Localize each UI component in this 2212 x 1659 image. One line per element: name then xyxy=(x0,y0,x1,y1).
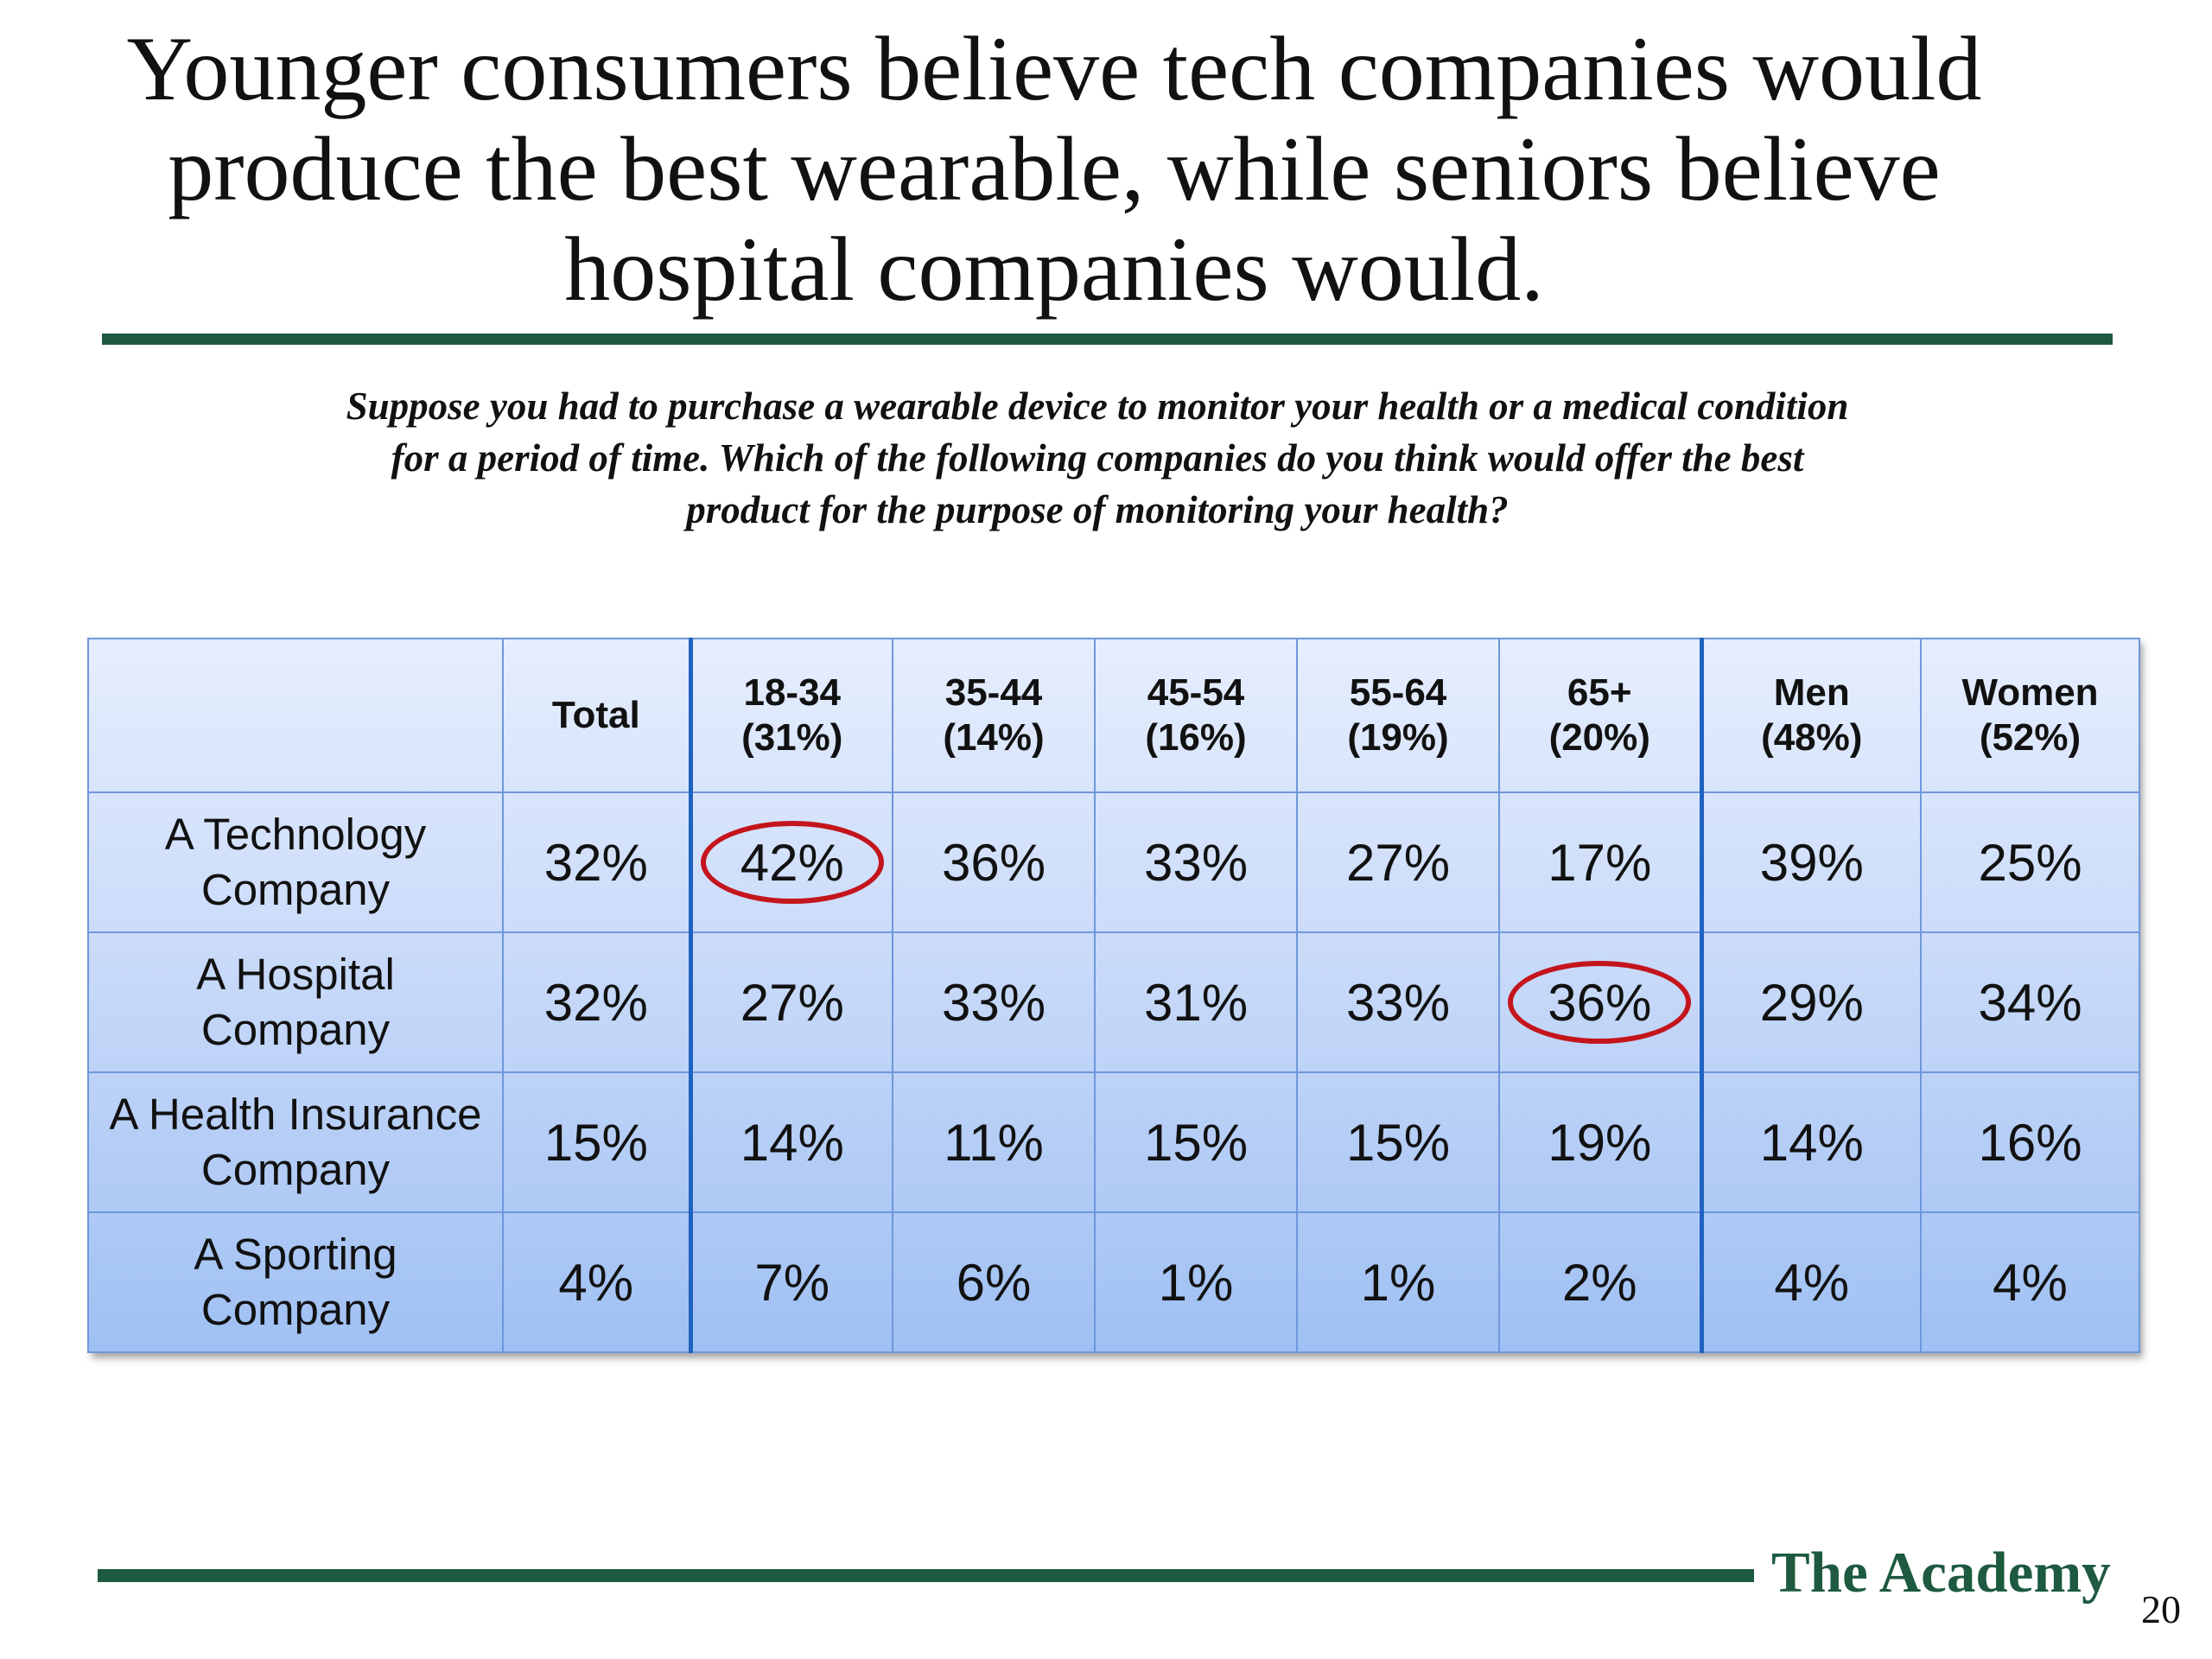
value-cell: 36% xyxy=(892,791,1096,933)
value-cell: 15% xyxy=(1094,1071,1298,1213)
value-cell: 33% xyxy=(1094,791,1298,933)
column-header-share: (48%) xyxy=(1761,716,1863,759)
title-line: hospital companies would. xyxy=(564,219,1544,320)
value-cell: 32% xyxy=(502,791,691,933)
value-cell: 14% xyxy=(688,1071,893,1213)
value-cell: 25% xyxy=(1920,791,2140,933)
row-label: A Technology Company xyxy=(87,791,504,933)
value-cell: 17% xyxy=(1498,791,1702,933)
row-label-line: Company xyxy=(200,1285,391,1334)
value-cell: 15% xyxy=(1296,1071,1500,1213)
column-header-label: 45-54 xyxy=(1147,671,1245,714)
column-header: 55-64 (19%) xyxy=(1296,638,1500,793)
row-label-line: A Sporting xyxy=(194,1230,397,1279)
highlighted-value-cell: 36% xyxy=(1498,931,1702,1073)
column-header-label: Women xyxy=(1961,671,2099,714)
column-header-label: 18-34 xyxy=(743,671,842,714)
title-divider xyxy=(102,334,2113,345)
column-header-share: (19%) xyxy=(1347,716,1449,759)
row-label-line: A Technology xyxy=(164,810,427,859)
value-cell: 11% xyxy=(892,1071,1096,1213)
value-cell: 34% xyxy=(1920,931,2140,1073)
table-row: A Hospital Company 32% 27% 33% 31% 33% 36% 29% 34… xyxy=(87,931,2140,1073)
column-header: Men (48%) xyxy=(1699,638,1922,793)
column-header-share: (20%) xyxy=(1548,716,1650,759)
value-cell: 6% xyxy=(892,1211,1096,1353)
value-cell: 39% xyxy=(1699,791,1922,933)
title-line: produce the best wearable, while seniors… xyxy=(168,118,1941,219)
page-number: 20 xyxy=(2141,1587,2181,1631)
value-cell: 2% xyxy=(1498,1211,1702,1353)
question-line: product for the purpose of monitoring yo… xyxy=(686,488,1509,531)
column-header-label: Total xyxy=(551,694,640,736)
table-row: A Sporting Company 4% 7% 6% 1% 1% 2% 4% 4% xyxy=(87,1211,2140,1353)
value-cell: 31% xyxy=(1094,931,1298,1073)
column-header-label: Men xyxy=(1773,671,1850,714)
column-header-share: (31%) xyxy=(741,716,843,759)
value-cell: 1% xyxy=(1094,1211,1298,1353)
column-header: 45-54 (16%) xyxy=(1094,638,1298,793)
slide-title: Younger consumers believe tech companies… xyxy=(35,19,2074,320)
column-header-share: (16%) xyxy=(1145,716,1247,759)
value-cell: 27% xyxy=(1296,791,1500,933)
value-cell: 7% xyxy=(688,1211,893,1353)
results-table: Total 18-34 (31%) 35-44 (14%) 45-54 (16%) 55-64… xyxy=(87,638,2140,1353)
row-label-line: Company xyxy=(200,1005,391,1054)
table-row: A Technology Company 32% 42% 36% 33% 27% 17% 39%… xyxy=(87,791,2140,933)
row-label-line: Company xyxy=(200,865,391,914)
value-cell: 4% xyxy=(502,1211,691,1353)
value-cell: 4% xyxy=(1699,1211,1922,1353)
column-header: Women (52%) xyxy=(1920,638,2140,793)
value-cell: 32% xyxy=(502,931,691,1073)
column-header-label: 35-44 xyxy=(944,671,1043,714)
value-cell: 27% xyxy=(688,931,893,1073)
question-line: for a period of time. Which of the follo… xyxy=(391,436,1804,480)
value-cell: 29% xyxy=(1699,931,1922,1073)
column-header: Total xyxy=(502,638,691,793)
row-label-line: Company xyxy=(200,1145,391,1194)
highlighted-value-cell: 42% xyxy=(688,791,893,933)
survey-question: Suppose you had to purchase a wearable d… xyxy=(199,380,1996,536)
column-header: 65+ (20%) xyxy=(1498,638,1702,793)
value-cell: 14% xyxy=(1699,1071,1922,1213)
table-body: A Technology Company 32% 42% 36% 33% 27% 17% 39%… xyxy=(87,791,2140,1353)
value-cell: 33% xyxy=(892,931,1096,1073)
table-header-row: Total 18-34 (31%) 35-44 (14%) 45-54 (16%) 55-64… xyxy=(87,638,2140,793)
results-table-container: Total 18-34 (31%) 35-44 (14%) 45-54 (16%) 55-64… xyxy=(87,638,2140,1353)
brand-logo-text: The Academy xyxy=(1771,1541,2111,1605)
column-header-label: 55-64 xyxy=(1349,671,1447,714)
table-row: A Health Insurance Company 15% 14% 11% 15% 15%… xyxy=(87,1071,2140,1213)
row-label-line: A Health Insurance xyxy=(109,1090,482,1139)
column-header: 18-34 (31%) xyxy=(688,638,893,793)
value-cell: 16% xyxy=(1920,1071,2140,1213)
title-line: Younger consumers believe tech companies… xyxy=(126,18,1982,119)
column-header-share: (52%) xyxy=(1979,716,2082,759)
value-cell: 15% xyxy=(502,1071,691,1213)
column-header-share: (14%) xyxy=(943,716,1045,759)
value-cell: 33% xyxy=(1296,931,1500,1073)
row-label-line: A Hospital xyxy=(196,950,395,999)
row-label: A Health Insurance Company xyxy=(87,1071,504,1213)
column-header-label: 65+ xyxy=(1567,671,1632,714)
value-cell: 4% xyxy=(1920,1211,2140,1353)
question-line: Suppose you had to purchase a wearable d… xyxy=(346,385,1849,428)
value-cell: 19% xyxy=(1498,1071,1702,1213)
value-cell: 1% xyxy=(1296,1211,1500,1353)
column-header: 35-44 (14%) xyxy=(892,638,1096,793)
corner-header-cell xyxy=(87,638,504,793)
row-label: A Hospital Company xyxy=(87,931,504,1073)
row-label: A Sporting Company xyxy=(87,1211,504,1353)
footer-divider xyxy=(98,1569,1754,1582)
